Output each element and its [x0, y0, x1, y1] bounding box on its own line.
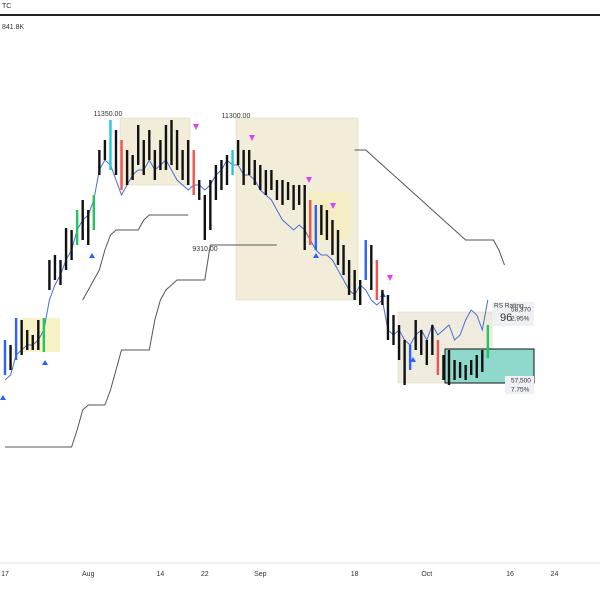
- signal-down: [306, 177, 312, 183]
- x-tick-label: 18: [351, 571, 359, 578]
- x-tick-label: Aug: [82, 571, 95, 578]
- x-tick-label: 14: [157, 571, 165, 578]
- x-tick-label: 17: [1, 571, 9, 578]
- signal-down: [330, 203, 336, 209]
- x-tick-label: 16: [506, 571, 514, 578]
- indicator-line: [5, 244, 277, 448]
- x-tick-label: Sep: [254, 571, 267, 578]
- price-box: [505, 376, 534, 394]
- annotation: 11300.00: [222, 113, 251, 120]
- x-tick-label: 22: [201, 571, 209, 578]
- signal-up: [42, 360, 48, 365]
- signal-up: [89, 253, 95, 258]
- annotation: 96: [500, 312, 512, 324]
- zone: [308, 192, 350, 240]
- signal-down: [193, 124, 199, 130]
- annotation: 57,500: [511, 378, 531, 385]
- annotation: 2.95%: [511, 316, 530, 323]
- indicator-line: [354, 149, 505, 266]
- annotation: 9310.00: [192, 246, 217, 253]
- indicator-line: [82, 214, 189, 301]
- signal-down: [387, 275, 393, 281]
- signal-down: [249, 135, 255, 141]
- indicator-line: [4, 158, 489, 381]
- annotation: 58,370: [511, 307, 531, 314]
- volume: 841.8K: [2, 24, 25, 31]
- annotation: 7.75%: [511, 387, 530, 394]
- rs-box: [492, 302, 534, 326]
- symbol: TC: [2, 3, 11, 10]
- x-tick-label: 24: [551, 571, 559, 578]
- annotation: 11350.00: [94, 111, 123, 118]
- annotation: RS Rating: [494, 303, 524, 310]
- signal-up: [313, 253, 319, 258]
- signal-up: [410, 357, 416, 362]
- x-tick-label: Oct: [421, 571, 432, 578]
- signal-up: [0, 395, 6, 400]
